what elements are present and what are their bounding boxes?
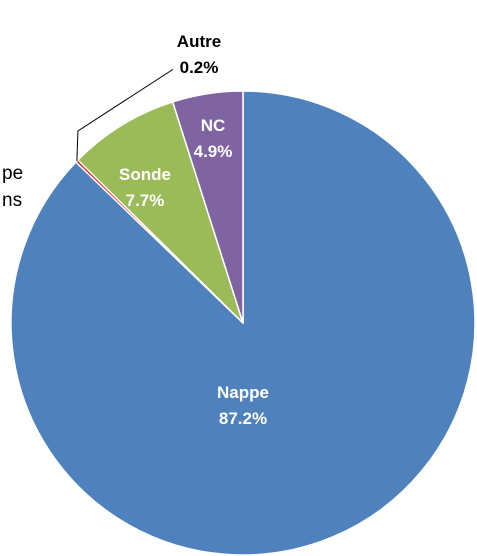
slice-label-sonde: Sonde bbox=[119, 165, 171, 184]
leader-line-autre bbox=[76, 69, 174, 162]
leader-lines bbox=[76, 69, 174, 162]
pie-slice-nc bbox=[171, 90, 244, 324]
pie-slices bbox=[10, 90, 476, 556]
pie-slice-sonde bbox=[77, 101, 244, 324]
data-labels: Nappe 87.2% Autre 0.2% Sonde 7.7% NC 4.9% bbox=[119, 32, 269, 428]
slice-label-nappe: Nappe bbox=[217, 383, 269, 402]
clipped-legend-text-1: pe bbox=[2, 163, 24, 184]
slice-value-nappe: 87.2% bbox=[219, 409, 267, 428]
slice-label-autre: Autre bbox=[177, 32, 221, 51]
clipped-legend-text-2: ns bbox=[2, 190, 23, 211]
slice-value-autre: 0.2% bbox=[180, 58, 219, 77]
slice-label-nc: NC bbox=[201, 116, 226, 135]
slice-value-sonde: 7.7% bbox=[126, 191, 165, 210]
slice-value-nc: 4.9% bbox=[194, 142, 233, 161]
